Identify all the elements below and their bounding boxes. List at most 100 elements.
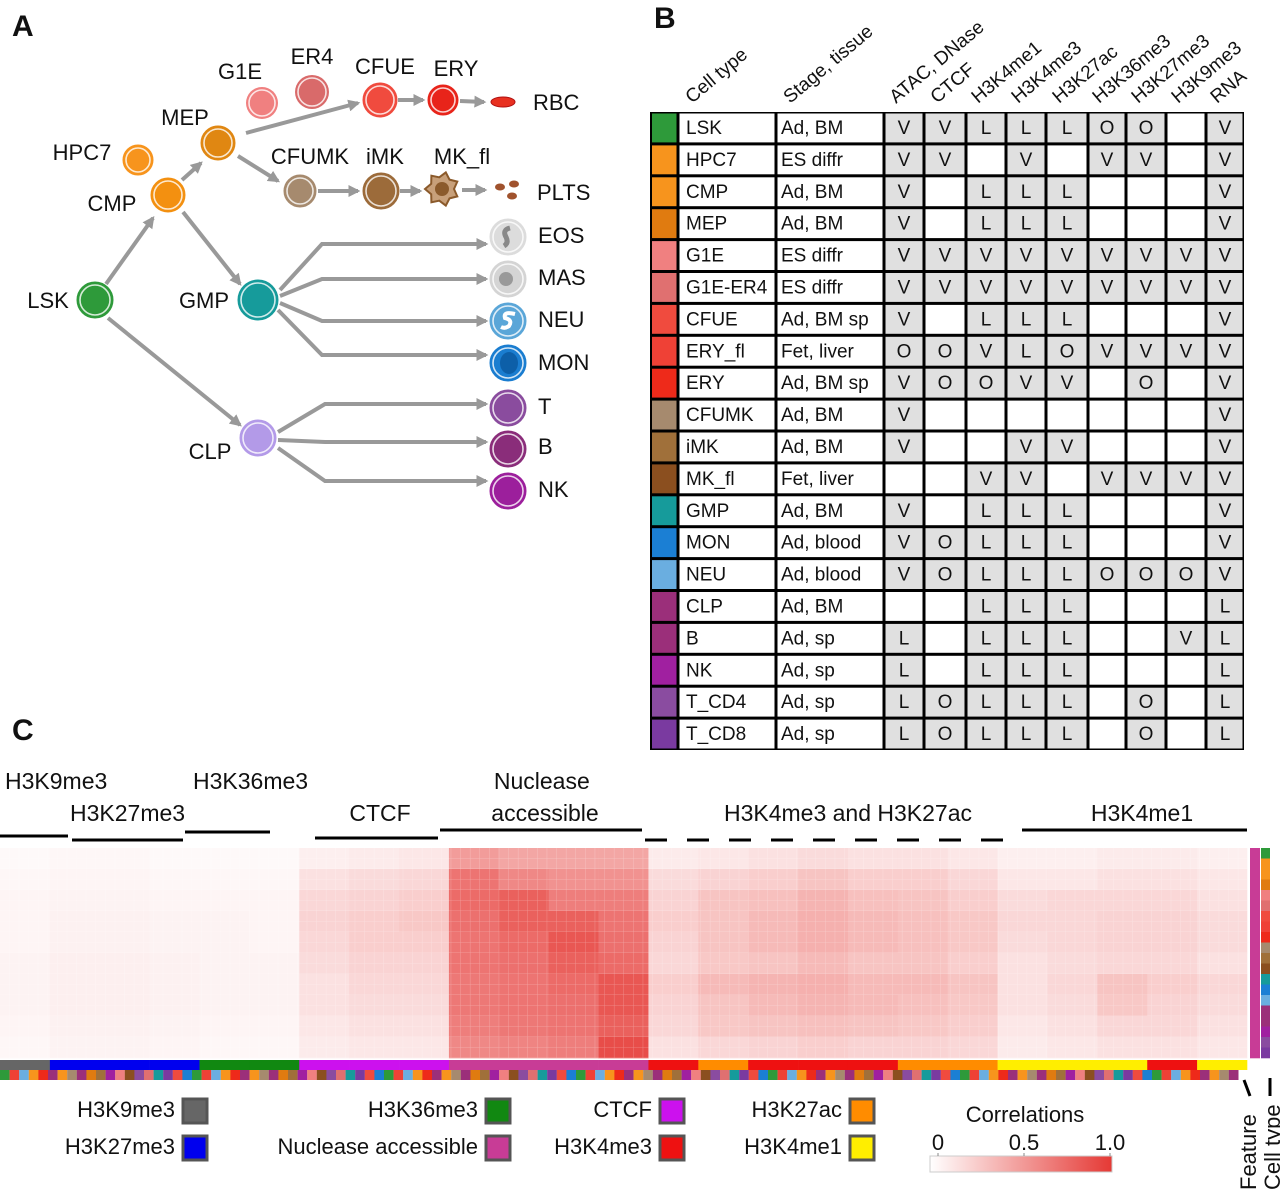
table-cell [1167,592,1205,621]
celltype-bar [768,1070,778,1080]
cell-ring [286,177,314,205]
stage-tissue: Ad, BM [781,118,843,139]
table-cell [1167,209,1205,239]
table-cell [679,177,775,207]
celltype-bar [96,1070,106,1080]
data-mark-letter: V [1140,469,1153,490]
table-cell [967,432,1005,462]
table-cell [679,432,775,462]
data-mark-letter: V [1140,341,1153,362]
table-cell [967,464,1005,494]
celltype-bar [489,1070,500,1080]
table-cell [1127,655,1165,685]
nucleus [435,182,449,196]
cell-ring [430,87,456,113]
table-cell [885,528,923,558]
data-mark-letter: L [1062,628,1073,649]
celltype-bar [892,1070,903,1080]
table-cell [1047,368,1087,398]
celltype-bar [316,1070,327,1080]
table-cell [1207,273,1243,302]
data-mark-letter: V [1219,565,1232,586]
legend-label: H3K4me3 [554,1134,652,1159]
row-color [652,177,677,207]
table-cell [1167,655,1205,685]
celltype-bar [1123,1070,1133,1080]
side-celltype-bar [1261,974,1270,985]
table-cell [967,623,1005,653]
data-mark-letter: L [1021,309,1032,330]
cell-ring [248,89,276,117]
table-cell [777,177,883,207]
table-cell [777,528,883,558]
data-mark-letter: V [1219,469,1232,490]
table-cell [1047,432,1087,462]
celltype-bar [1084,1070,1095,1080]
table-cell [1167,528,1205,558]
feature-bar [997,1060,1048,1070]
row-color [652,464,677,494]
panel-label: B [654,2,676,35]
cell-type: CFUMK [686,405,754,426]
data-mark-letter: V [1219,309,1232,330]
celltype-bar [864,1070,874,1080]
celltype-bar [1228,1070,1239,1080]
side-celltype-bar [1261,963,1270,975]
side-feature-bar [1250,932,1260,943]
data-mark-letter: V [1219,437,1232,458]
celltype-bar [1209,1070,1220,1080]
table-cell [777,113,883,143]
table-cell [885,432,923,462]
celltype-bar [192,1070,202,1080]
data-mark-letter: L [1021,724,1032,745]
table-cell [1089,687,1125,717]
cell-label: T [538,394,551,419]
nucleus [500,311,516,330]
table-cell [967,560,1005,589]
platelet [495,183,505,191]
table-cell [1047,655,1087,685]
side-celltype-bar [1261,953,1270,964]
cell-type: MEP [686,214,727,235]
row-color [652,304,677,334]
celltype-bar [211,1070,221,1080]
celltype-bar [1056,1070,1066,1080]
legend-swatch [658,1134,686,1162]
celltype-bar [460,1070,471,1080]
table-cell [885,464,923,494]
table-cell [777,241,883,270]
table-cell [925,592,965,621]
celltype-bar [624,1070,634,1080]
cell-node [237,279,279,321]
data-mark-letter: V [1180,277,1193,298]
table-cell [1127,113,1165,143]
celltype-bar [105,1070,116,1080]
celltype-bar [988,1070,999,1080]
table-cell [1167,560,1205,589]
celltype-bar [1152,1070,1162,1080]
side-celltype-bar [1261,942,1270,954]
table-cell [777,719,883,749]
group-label: H3K9me3 [5,768,107,794]
table-cell [1167,304,1205,334]
celltype-bar [259,1070,269,1080]
table-cell [1167,623,1205,653]
data-mark-letter: V [898,565,911,586]
legend-label: H3K9me3 [77,1097,175,1122]
celltype-bar [854,1070,865,1080]
table-cell [925,687,965,717]
table-cell [925,368,965,398]
data-mark-letter: V [939,277,952,298]
column-header: Cell type [682,44,752,108]
celltype-bar [67,1070,77,1080]
data-mark-letter: L [981,660,992,681]
table-cell [1167,241,1205,270]
data-mark-letter: L [899,660,910,681]
side-celltype-bar [1261,1047,1270,1059]
table-cell [925,432,965,462]
data-mark-letter: V [1219,341,1232,362]
table-cell [1207,432,1243,462]
table-cell [1089,528,1125,558]
colorbar-tick-label: 0.5 [1009,1130,1040,1155]
data-mark-letter: V [898,150,911,171]
